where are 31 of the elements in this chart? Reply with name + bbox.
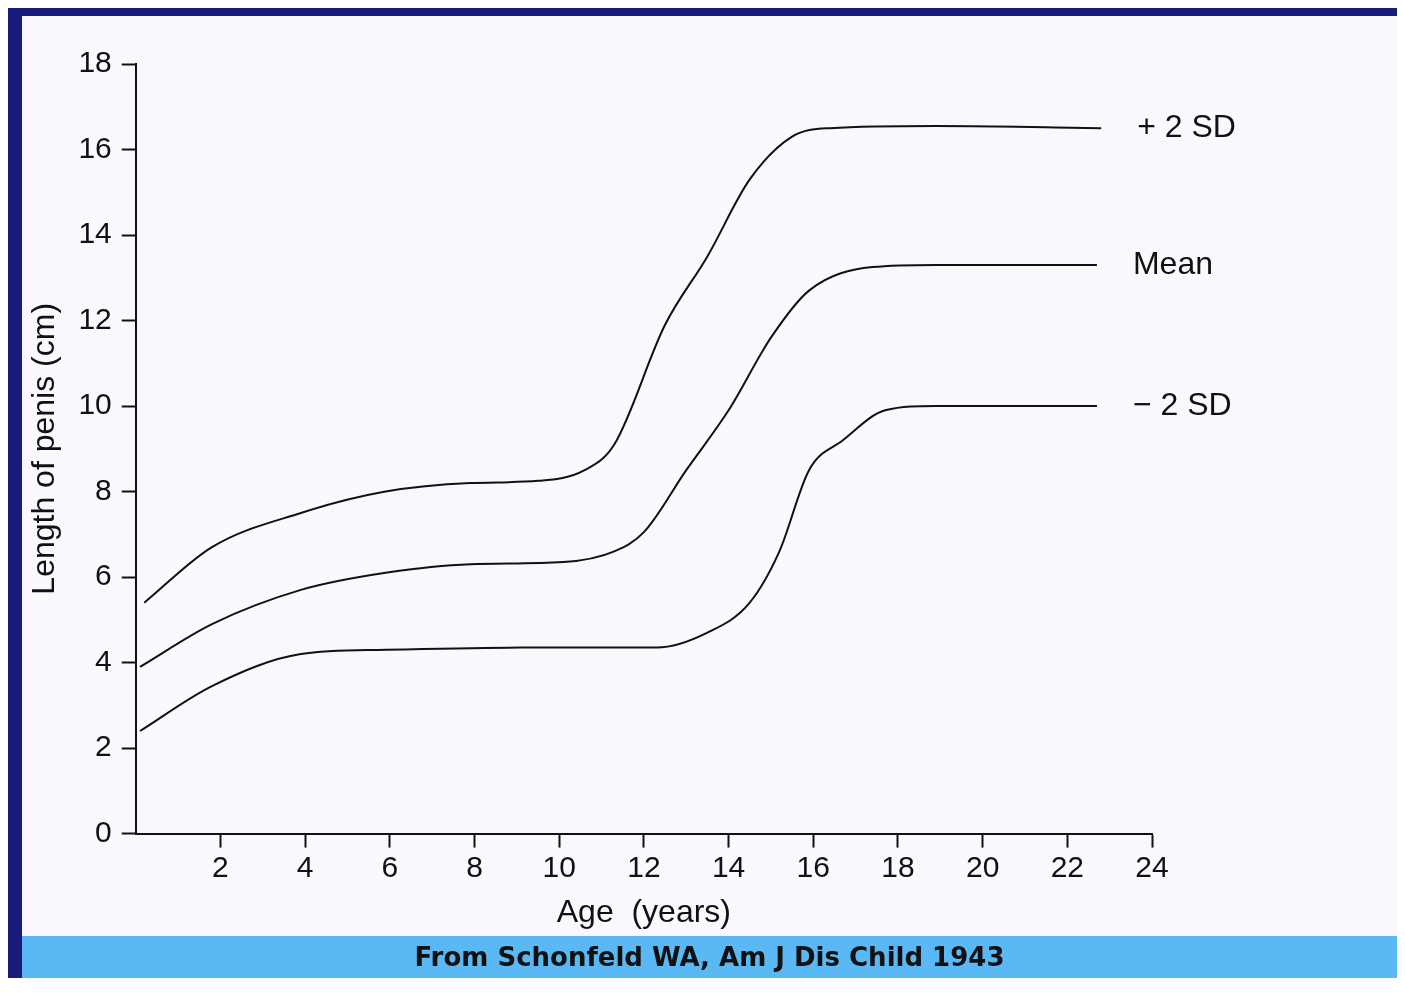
y-tick-label: 10 [78, 387, 112, 421]
series-label: − 2 SD [1132, 385, 1232, 422]
x-axis-title: Age (years) [556, 892, 732, 929]
y-tick-label: 4 [95, 643, 112, 677]
line-series [143, 125, 1103, 604]
y-tick-label: 14 [78, 216, 112, 250]
y-tick-label: 6 [95, 558, 112, 592]
y-tick-label: 16 [78, 130, 112, 164]
y-tick-label: 0 [95, 814, 112, 848]
x-tick-label: 12 [627, 849, 661, 883]
y-axis-title: Length of penis (cm) [25, 302, 62, 595]
line-series [139, 263, 1098, 668]
x-tick-label: 22 [1050, 849, 1084, 883]
x-tick-label: 2 [212, 849, 229, 883]
x-tick-label: 6 [381, 849, 399, 883]
x-tick-label: 4 [296, 849, 314, 883]
series-label: + 2 SD [1137, 107, 1236, 144]
y-tick-label: 8 [95, 472, 112, 506]
series-label: Mean [1132, 244, 1213, 281]
x-tick-label: 14 [711, 849, 746, 883]
x-tick-label: 24 [1135, 849, 1169, 883]
x-tick-label: 18 [881, 849, 915, 883]
x-tick-label: 8 [466, 849, 483, 883]
y-tick-label: 18 [78, 45, 112, 79]
line-series [139, 405, 1098, 732]
text: From Schonfeld WA, Am J Dis Child 1943 [22, 936, 1397, 978]
x-tick-label: 10 [542, 849, 576, 883]
x-tick-label: 16 [796, 849, 830, 883]
y-tick-label: 12 [78, 301, 112, 335]
x-tick-label: 20 [965, 849, 1000, 883]
y-tick-label: 2 [95, 729, 112, 763]
